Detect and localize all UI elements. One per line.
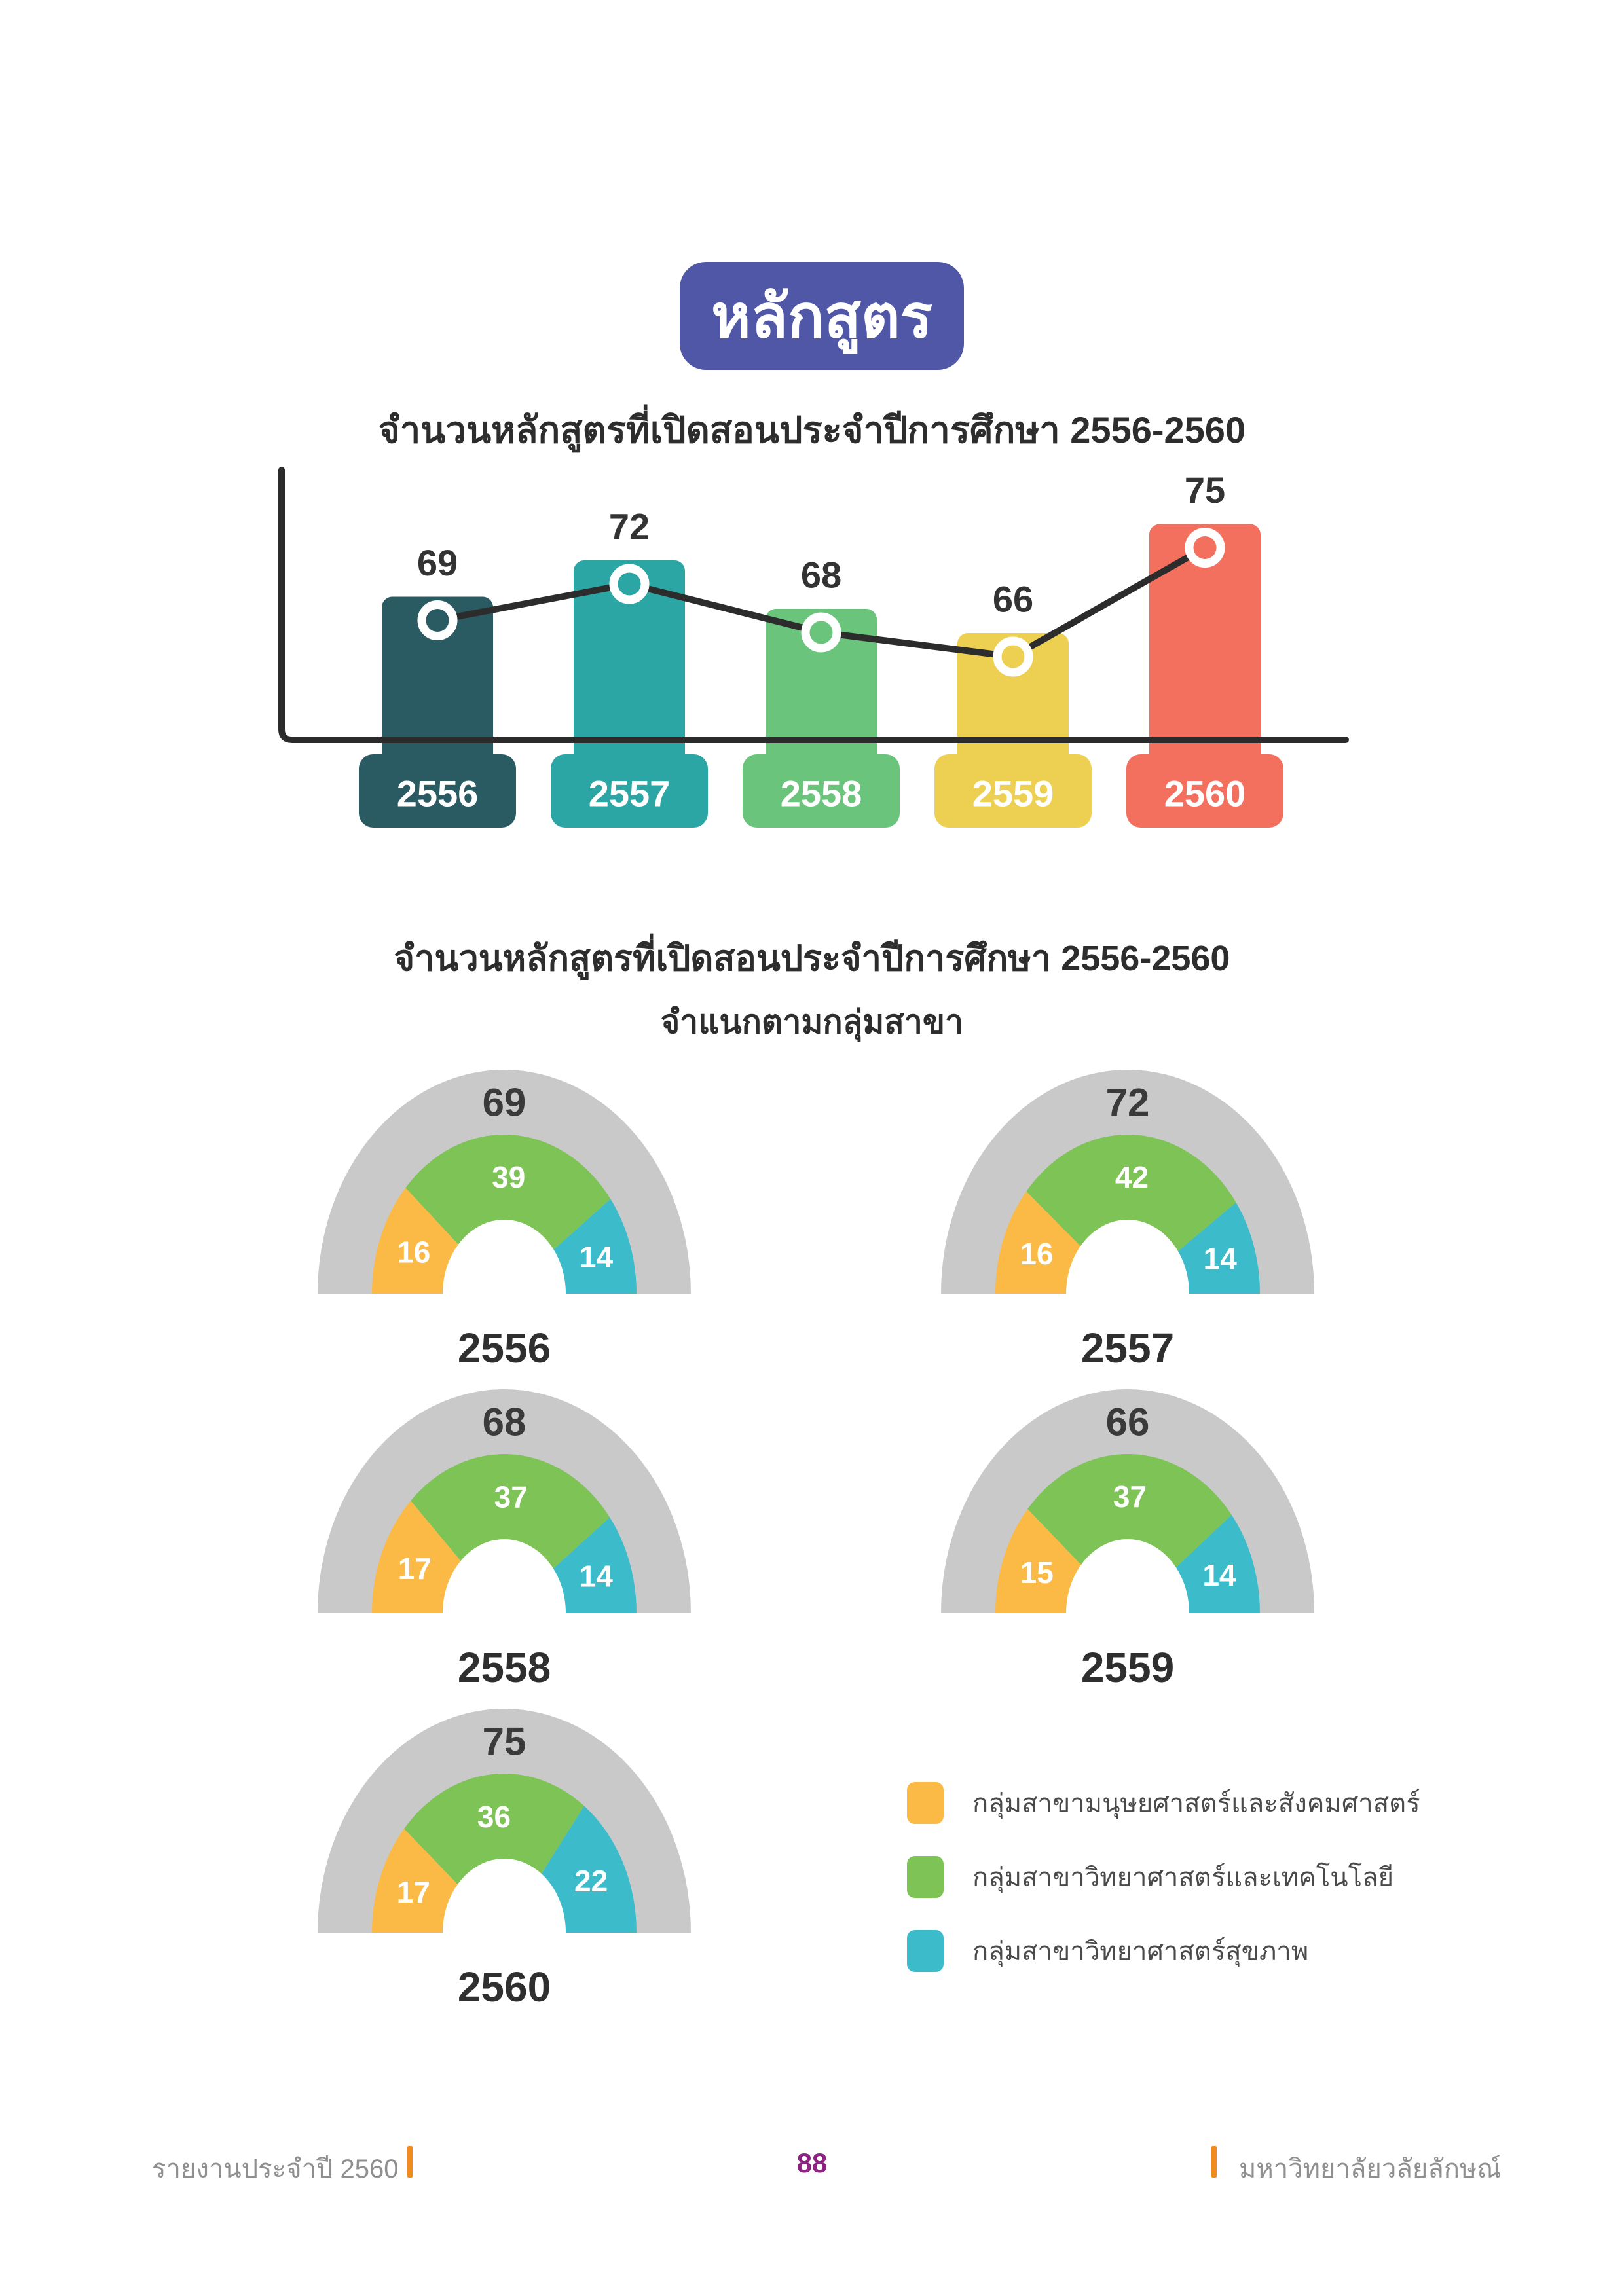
page-footer: รายงานประจำปี 2560 88 มหาวิทยาลัยวลัยลัก… [0, 2141, 1624, 2187]
gauge-segment-value-2559-2: 14 [1202, 1558, 1236, 1592]
bar-2559 [957, 633, 1069, 766]
gauge-hole-2557 [1066, 1220, 1189, 1294]
legend-item-health-science: กลุ่มสาขาวิทยาศาสตร์สุขภาพ [907, 1930, 1420, 1972]
bar-tab-2559 [934, 754, 1092, 828]
trend-marker-2558 [801, 612, 841, 653]
gauge-segment-value-2560-2: 22 [574, 1864, 608, 1898]
gauge-segment-2557-1 [1026, 1134, 1236, 1294]
gauge-segment-value-2558-0: 17 [398, 1552, 432, 1586]
gauge-segment-value-2560-0: 17 [397, 1875, 430, 1909]
footer-university-name: มหาวิทยาลัยวลัยลักษณ์ [1239, 2155, 1502, 2183]
gauge-year-label-2558: 2558 [458, 1644, 551, 1691]
bar-tab-2556 [359, 754, 516, 828]
page-title-badge: หลักสูตร [680, 262, 964, 370]
bar-tab-2557 [551, 754, 708, 828]
legend-swatch-health-science [907, 1930, 944, 1972]
gauge-segment-2560-1 [404, 1773, 585, 1933]
gauge-segment-value-2557-0: 16 [1020, 1237, 1053, 1271]
bar-chart-title: จำนวนหลักสูตรที่เปิดสอนประจำปีการศึกษา 2… [378, 409, 1246, 450]
bar-value-label-2560: 75 [1185, 469, 1225, 511]
gauge-segment-value-2557-1: 42 [1115, 1160, 1149, 1194]
gauge-year-label-2556: 2556 [458, 1324, 551, 1372]
legend-label-health-science: กลุ่มสาขาวิทยาศาสตร์สุขภาพ [972, 1937, 1309, 1966]
gauge-year-label-2560: 2560 [458, 1963, 551, 2011]
gauge-segment-value-2558-2: 14 [580, 1559, 614, 1593]
gauge-hole-2559 [1066, 1539, 1189, 1613]
gauge-segment-value-2560-1: 36 [477, 1800, 511, 1834]
legend-item-science-tech: กลุ่มสาขาวิทยาศาสตร์และเทคโนโลยี [907, 1856, 1420, 1898]
footer-accent-bar-left [407, 2146, 413, 2178]
legend: กลุ่มสาขามนุษยศาสตร์และสังคมศาสตร์ กลุ่ม… [907, 1782, 1420, 1972]
legend-swatch-humanities [907, 1782, 944, 1824]
gauge-segment-value-2556-0: 16 [397, 1235, 430, 1269]
gauge-hole-2560 [443, 1859, 566, 1933]
bar-value-label-2557: 72 [609, 506, 650, 547]
gauge-hole-2556 [443, 1220, 566, 1294]
gauge-total-2558: 68 [483, 1400, 526, 1444]
bar-tab-label-2556: 2556 [397, 773, 479, 814]
bar-2557 [574, 560, 685, 766]
chart-axes [278, 467, 1349, 743]
bar-tab-2558 [743, 754, 900, 828]
footer-accent-bar-right [1211, 2146, 1217, 2178]
trend-marker-2556 [417, 600, 458, 640]
gauge-total-2560: 75 [483, 1720, 526, 1764]
gauge-hole-2558 [443, 1539, 566, 1613]
bar-value-label-2559: 66 [993, 579, 1033, 620]
gauge-total-2556: 69 [483, 1081, 526, 1125]
gauge-segment-value-2559-1: 37 [1113, 1480, 1147, 1514]
bar-tab-label-2560: 2560 [1164, 773, 1246, 814]
legend-label-science-tech: กลุ่มสาขาวิทยาศาสตร์และเทคโนโลยี [972, 1863, 1394, 1892]
gauge-year-label-2559: 2559 [1081, 1644, 1174, 1691]
gauge-total-2557: 72 [1106, 1081, 1150, 1125]
trend-marker-2557 [609, 564, 650, 604]
gauge-chart-subtitle: จำแนกตามกลุ่มสาขา [660, 1004, 964, 1040]
legend-label-humanities: กลุ่มสาขามนุษยศาสตร์และสังคมศาสตร์ [972, 1789, 1420, 1818]
gauge-total-2559: 66 [1106, 1400, 1150, 1444]
bar-value-label-2556: 69 [417, 542, 458, 583]
legend-item-humanities: กลุ่มสาขามนุษยศาสตร์และสังคมศาสตร์ [907, 1782, 1420, 1824]
bar-2558 [766, 609, 877, 766]
gauge-segment-value-2559-0: 15 [1020, 1556, 1054, 1590]
bar-2560 [1149, 524, 1261, 766]
bar-tab-label-2559: 2559 [972, 773, 1054, 814]
legend-swatch-science-tech [907, 1856, 944, 1898]
gauge-year-label-2557: 2557 [1081, 1324, 1174, 1372]
gauge-chart-title: จำนวนหลักสูตรที่เปิดสอนประจำปีการศึกษา 2… [394, 939, 1230, 978]
bar-tab-2560 [1126, 754, 1283, 828]
trend-marker-2559 [993, 636, 1033, 677]
gauge-segment-2558-1 [411, 1454, 610, 1613]
bar-2556 [382, 596, 493, 766]
bar-tab-label-2558: 2558 [781, 773, 862, 814]
gauge-segment-value-2556-1: 39 [492, 1160, 525, 1194]
footer-report-name: รายงานประจำปี 2560 [152, 2155, 399, 2183]
gauge-segment-value-2558-1: 37 [494, 1480, 528, 1514]
footer-page-number: 88 [796, 2147, 828, 2178]
bar-value-label-2558: 68 [801, 555, 841, 596]
bar-tab-label-2557: 2557 [589, 773, 671, 814]
gauge-segment-value-2556-2: 14 [580, 1240, 614, 1274]
gauge-segment-value-2557-2: 14 [1204, 1242, 1238, 1276]
trend-marker-2560 [1185, 528, 1225, 568]
gauge-segment-2559-1 [1027, 1453, 1232, 1613]
gauge-segment-2556-1 [405, 1135, 611, 1294]
